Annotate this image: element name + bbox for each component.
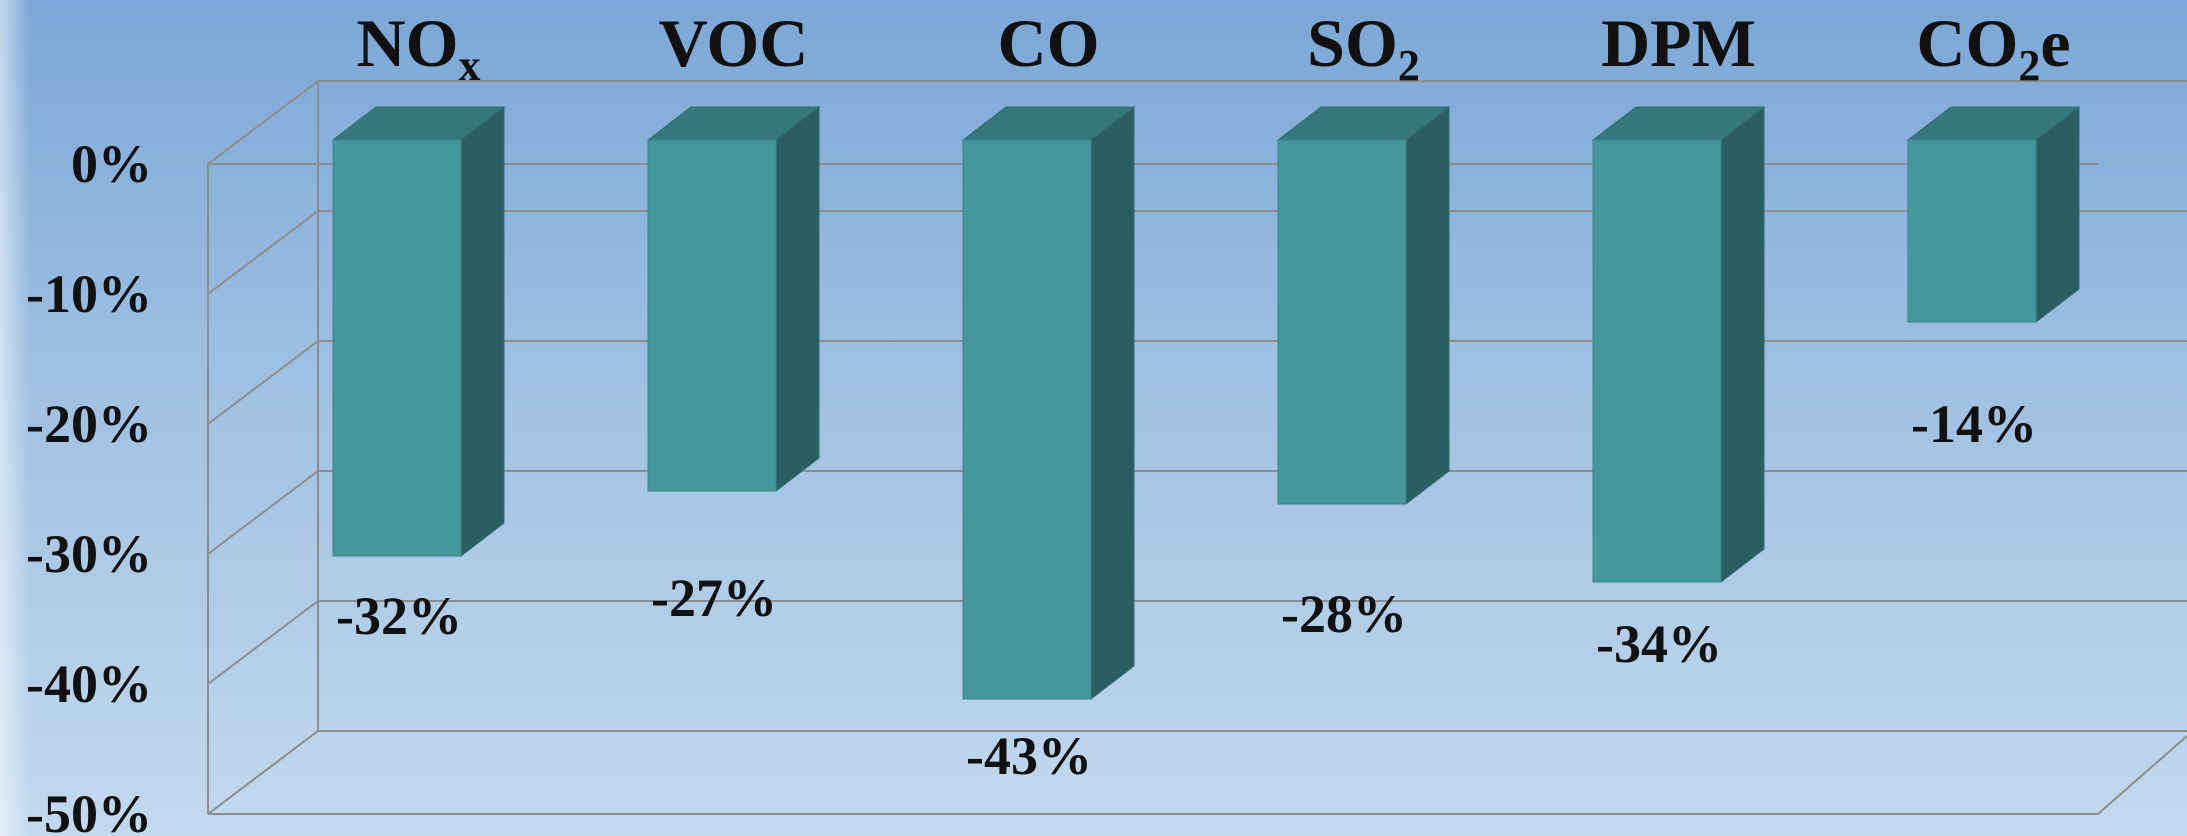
data-labels: -32% -27% -43% -28% -34% -14% (336, 394, 2037, 786)
bar-side (775, 105, 820, 493)
y-tick-label: -10% (26, 264, 152, 324)
bar-front (1592, 139, 1722, 583)
category-label: NOx (357, 5, 481, 90)
gridline-depth (207, 80, 319, 165)
category-label: SO2 (1307, 5, 1420, 90)
bar-front (1277, 139, 1407, 505)
gridline-depth (207, 600, 319, 685)
floor-right-edge (2097, 735, 2187, 815)
bar-side (460, 105, 505, 558)
bar-side (1090, 105, 1135, 701)
gridlines (207, 80, 2187, 815)
bars (331, 105, 2081, 701)
bar (1591, 105, 1766, 584)
y-tick-label: -20% (26, 394, 152, 454)
bar-side (1720, 105, 1765, 584)
category-label: CO (998, 5, 1100, 81)
data-label: -43% (966, 726, 1092, 786)
bar-front (1907, 139, 2037, 323)
bar-front (332, 139, 462, 557)
y-tick-label: -40% (26, 654, 152, 714)
gridline-depth (207, 730, 319, 815)
category-label: DPM (1601, 5, 1756, 81)
y-axis-ticks: 0% -10% -20% -30% -40% -50% (26, 134, 152, 836)
gridline-depth (207, 340, 319, 425)
category-label: CO2e (1916, 5, 2070, 90)
category-labels: NOx VOC CO SO2 DPM CO2e (357, 5, 2071, 90)
bar (1276, 105, 1451, 506)
gridline-depth (207, 210, 319, 295)
category-label: VOC (659, 5, 809, 81)
data-label: -32% (336, 586, 462, 646)
bar (1906, 105, 2081, 324)
bar-front (962, 139, 1092, 700)
data-label: -28% (1281, 584, 1407, 644)
bar-side (1405, 105, 1450, 506)
bar (646, 105, 821, 493)
data-label: -34% (1596, 614, 1722, 674)
bar-front (647, 139, 777, 492)
data-label: -14% (1911, 394, 2037, 454)
left-edge-highlight (0, 0, 30, 836)
bar (331, 105, 506, 558)
y-tick-label: -30% (26, 524, 152, 584)
data-label: -27% (651, 568, 777, 628)
y-tick-label: 0% (71, 134, 152, 194)
y-tick-label: -50% (26, 784, 152, 836)
bar-side (2035, 105, 2080, 324)
bar (961, 105, 1136, 701)
gridline-depth (207, 470, 319, 555)
